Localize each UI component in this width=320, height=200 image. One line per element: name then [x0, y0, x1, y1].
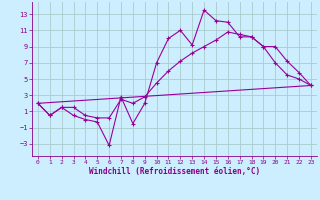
- X-axis label: Windchill (Refroidissement éolien,°C): Windchill (Refroidissement éolien,°C): [89, 167, 260, 176]
